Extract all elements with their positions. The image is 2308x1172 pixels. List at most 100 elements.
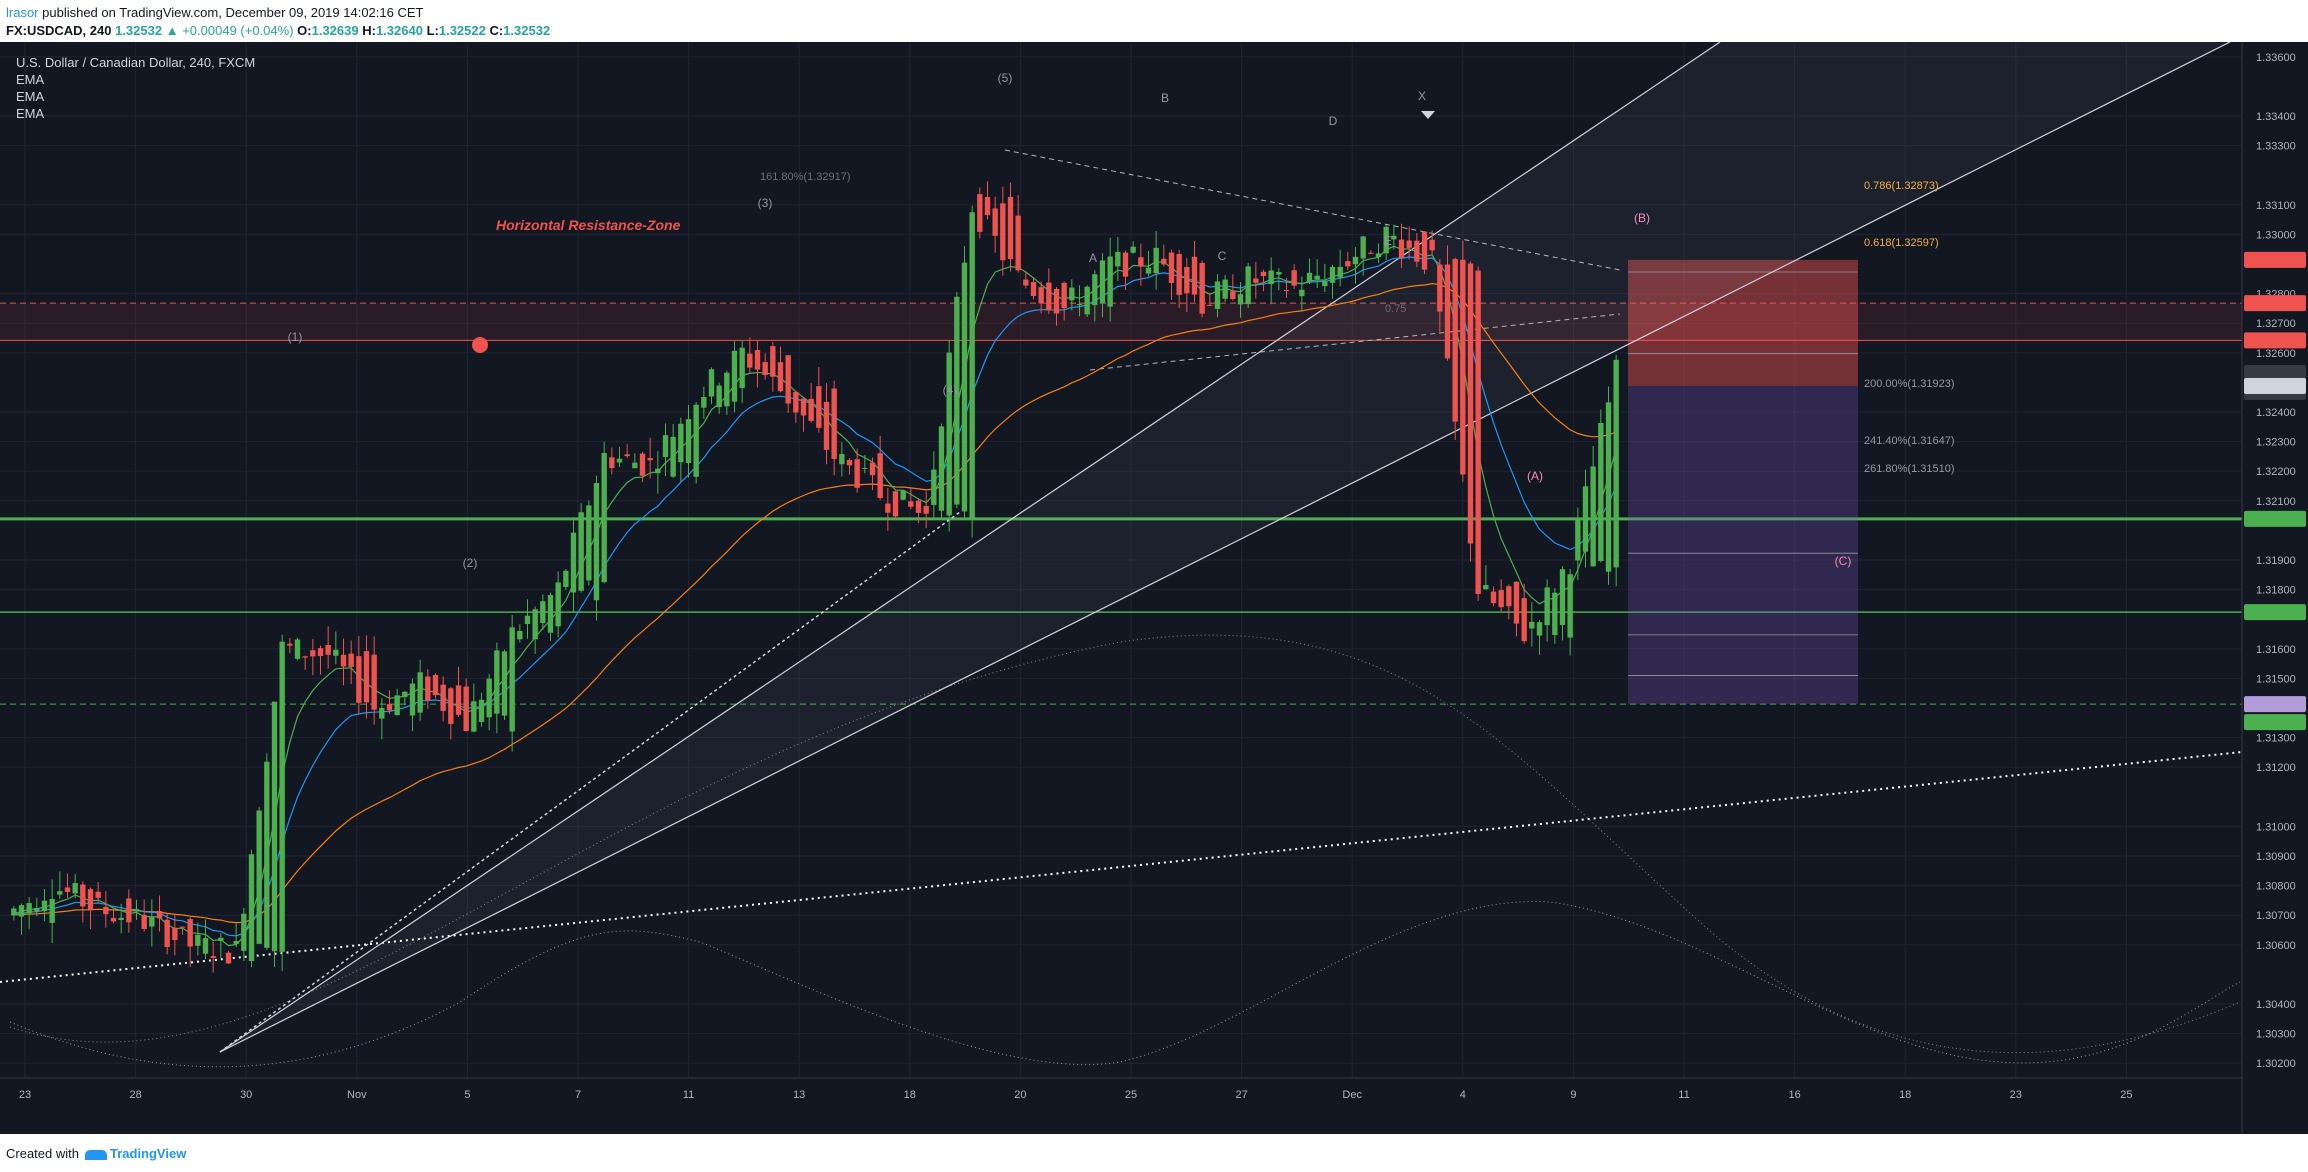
legend-ema-3[interactable]: EMA [16, 106, 45, 121]
candle-body [1214, 281, 1221, 309]
wave-label: A [1089, 251, 1097, 265]
candle-body [770, 346, 776, 377]
candle-body [432, 674, 439, 696]
legend: U.S. Dollar / Canadian Dollar, 240, FXCM… [16, 54, 255, 122]
candle-body [11, 908, 17, 916]
candle-body [1191, 256, 1198, 295]
candle-body [609, 457, 615, 469]
price-tag [2244, 295, 2306, 312]
time-tick: 28 [129, 1089, 141, 1101]
candle-body [156, 911, 163, 919]
chart-area[interactable]: Horizontal Resistance-Zone (1) (2) (3) (4) (5… [0, 42, 2308, 1134]
time-tick: 20 [1014, 1089, 1026, 1101]
candle-body [509, 627, 515, 732]
price-tick: 1.33100 [2256, 200, 2296, 212]
candle-body [724, 372, 730, 407]
candle-body [946, 352, 952, 516]
fib-label: 200.00%(1.31923) [1864, 378, 1955, 390]
candle-body [1015, 215, 1021, 271]
candle-body [402, 691, 408, 698]
candle-body [363, 651, 370, 703]
legend-ema-1[interactable]: EMA [16, 72, 45, 87]
candle-body [1076, 304, 1083, 306]
candle-body [777, 362, 784, 392]
candle-body [563, 570, 569, 587]
candle-body [1421, 231, 1428, 270]
candle-body [1521, 598, 1527, 642]
price-tag [2244, 332, 2306, 349]
time-tick: 27 [1235, 1089, 1247, 1101]
candle-body [379, 707, 385, 719]
candle-body [271, 701, 278, 952]
candle-body [969, 212, 975, 519]
legend-ema-2[interactable]: EMA [16, 89, 45, 104]
symbol-label: FX:USDCAD, 240 [6, 23, 112, 38]
time-tick: 23 [19, 1089, 31, 1101]
time-tick: 16 [1788, 1089, 1800, 1101]
candle-body [532, 609, 538, 640]
candle-body [701, 396, 707, 408]
price-tick: 1.32100 [2256, 496, 2296, 508]
time-tick: 30 [240, 1089, 252, 1101]
price-tag [2244, 251, 2306, 268]
candle-body [348, 653, 354, 667]
time-tick: 11 [683, 1089, 694, 1101]
candle-body [202, 938, 209, 954]
candle-body [1283, 290, 1290, 292]
candle-body [417, 672, 423, 713]
price-tag [2244, 510, 2306, 527]
candle-body [1222, 279, 1228, 299]
candle-body [501, 651, 508, 716]
price-tag [2244, 714, 2306, 731]
candle-body [241, 913, 247, 951]
price-tag [2244, 696, 2306, 713]
price-tick: 1.30600 [2256, 940, 2296, 952]
resistance-marker-icon [472, 337, 488, 353]
fib-label: 0.618(1.32597) [1864, 237, 1939, 249]
fib-label: 161.80%(1.32917) [760, 171, 851, 183]
candle-body [34, 907, 40, 912]
candle-body [862, 467, 868, 469]
tradingview-link[interactable]: TradingView [109, 1146, 187, 1161]
candle-body [110, 917, 117, 922]
price-tick: 1.30400 [2256, 999, 2296, 1011]
price-chart[interactable]: Horizontal Resistance-Zone (1) (2) (3) (4) (5… [0, 42, 2308, 1134]
fib-label: 0.786(1.32873) [1864, 180, 1939, 192]
candle-body [409, 683, 416, 716]
candle-body [126, 898, 132, 923]
support-trendline [219, 511, 961, 1053]
low-value: 1.32522 [438, 23, 486, 38]
candle-body [340, 654, 347, 667]
candle-body [1099, 260, 1106, 304]
candle-body [1168, 252, 1175, 283]
candle-body [87, 889, 94, 910]
change-arrow: ▲ [165, 23, 179, 38]
price-tick: 1.31500 [2256, 673, 2296, 685]
price-tick: 1.33600 [2256, 52, 2296, 64]
candle-body [325, 644, 331, 655]
candle-body [80, 884, 86, 907]
candle-body [1544, 587, 1550, 626]
candle-body [616, 458, 623, 463]
candle-body [839, 454, 845, 465]
candle-body [1483, 585, 1489, 590]
candle-body [1138, 257, 1144, 267]
candle-body [26, 903, 32, 914]
candle-body [685, 419, 692, 464]
candle-body [41, 900, 48, 912]
candle-body [555, 582, 561, 627]
author-link[interactable]: lrasor [6, 5, 39, 20]
candle-body [624, 454, 630, 457]
candle-body [425, 676, 431, 701]
candle-body [762, 362, 768, 376]
time-tick: 4 [1460, 1089, 1466, 1101]
candle-body [1161, 258, 1167, 265]
candle-body [739, 347, 745, 388]
candle-body [984, 197, 991, 216]
candle-body [1007, 196, 1014, 260]
candle-body [1360, 236, 1366, 259]
high-value: 1.32640 [375, 23, 423, 38]
candle-body [747, 353, 753, 368]
candle-body [1153, 247, 1159, 274]
candle-body [731, 350, 738, 402]
